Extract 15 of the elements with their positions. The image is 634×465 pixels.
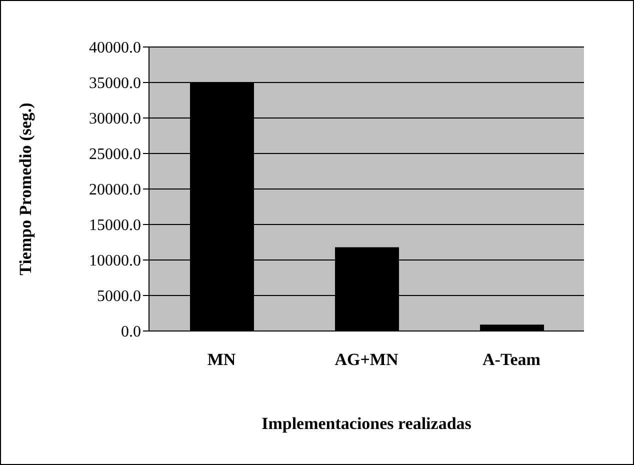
y-tick-label: 35000.0 (89, 75, 141, 92)
bar (480, 324, 544, 331)
x-tick-label: A-Team (482, 350, 540, 370)
y-tick-label: 30000.0 (89, 110, 141, 128)
y-tick-label: 15000.0 (89, 217, 141, 234)
y-tick-label: 25000.0 (89, 146, 141, 164)
x-axis-title: Implementaciones realizadas (262, 414, 472, 433)
x-tick-label: MN (207, 350, 236, 370)
y-tick-label: 20000.0 (89, 182, 141, 199)
y-tick-label: 10000.0 (89, 252, 141, 270)
y-axis-title: Tiempo Promedio (seg.) (16, 102, 36, 276)
y-tick-label: 5000.0 (97, 288, 141, 306)
x-tick-label: AG+MN (334, 350, 399, 370)
y-tick-label: 0.0 (121, 324, 141, 341)
y-tick-label: 40000.0 (89, 40, 141, 57)
